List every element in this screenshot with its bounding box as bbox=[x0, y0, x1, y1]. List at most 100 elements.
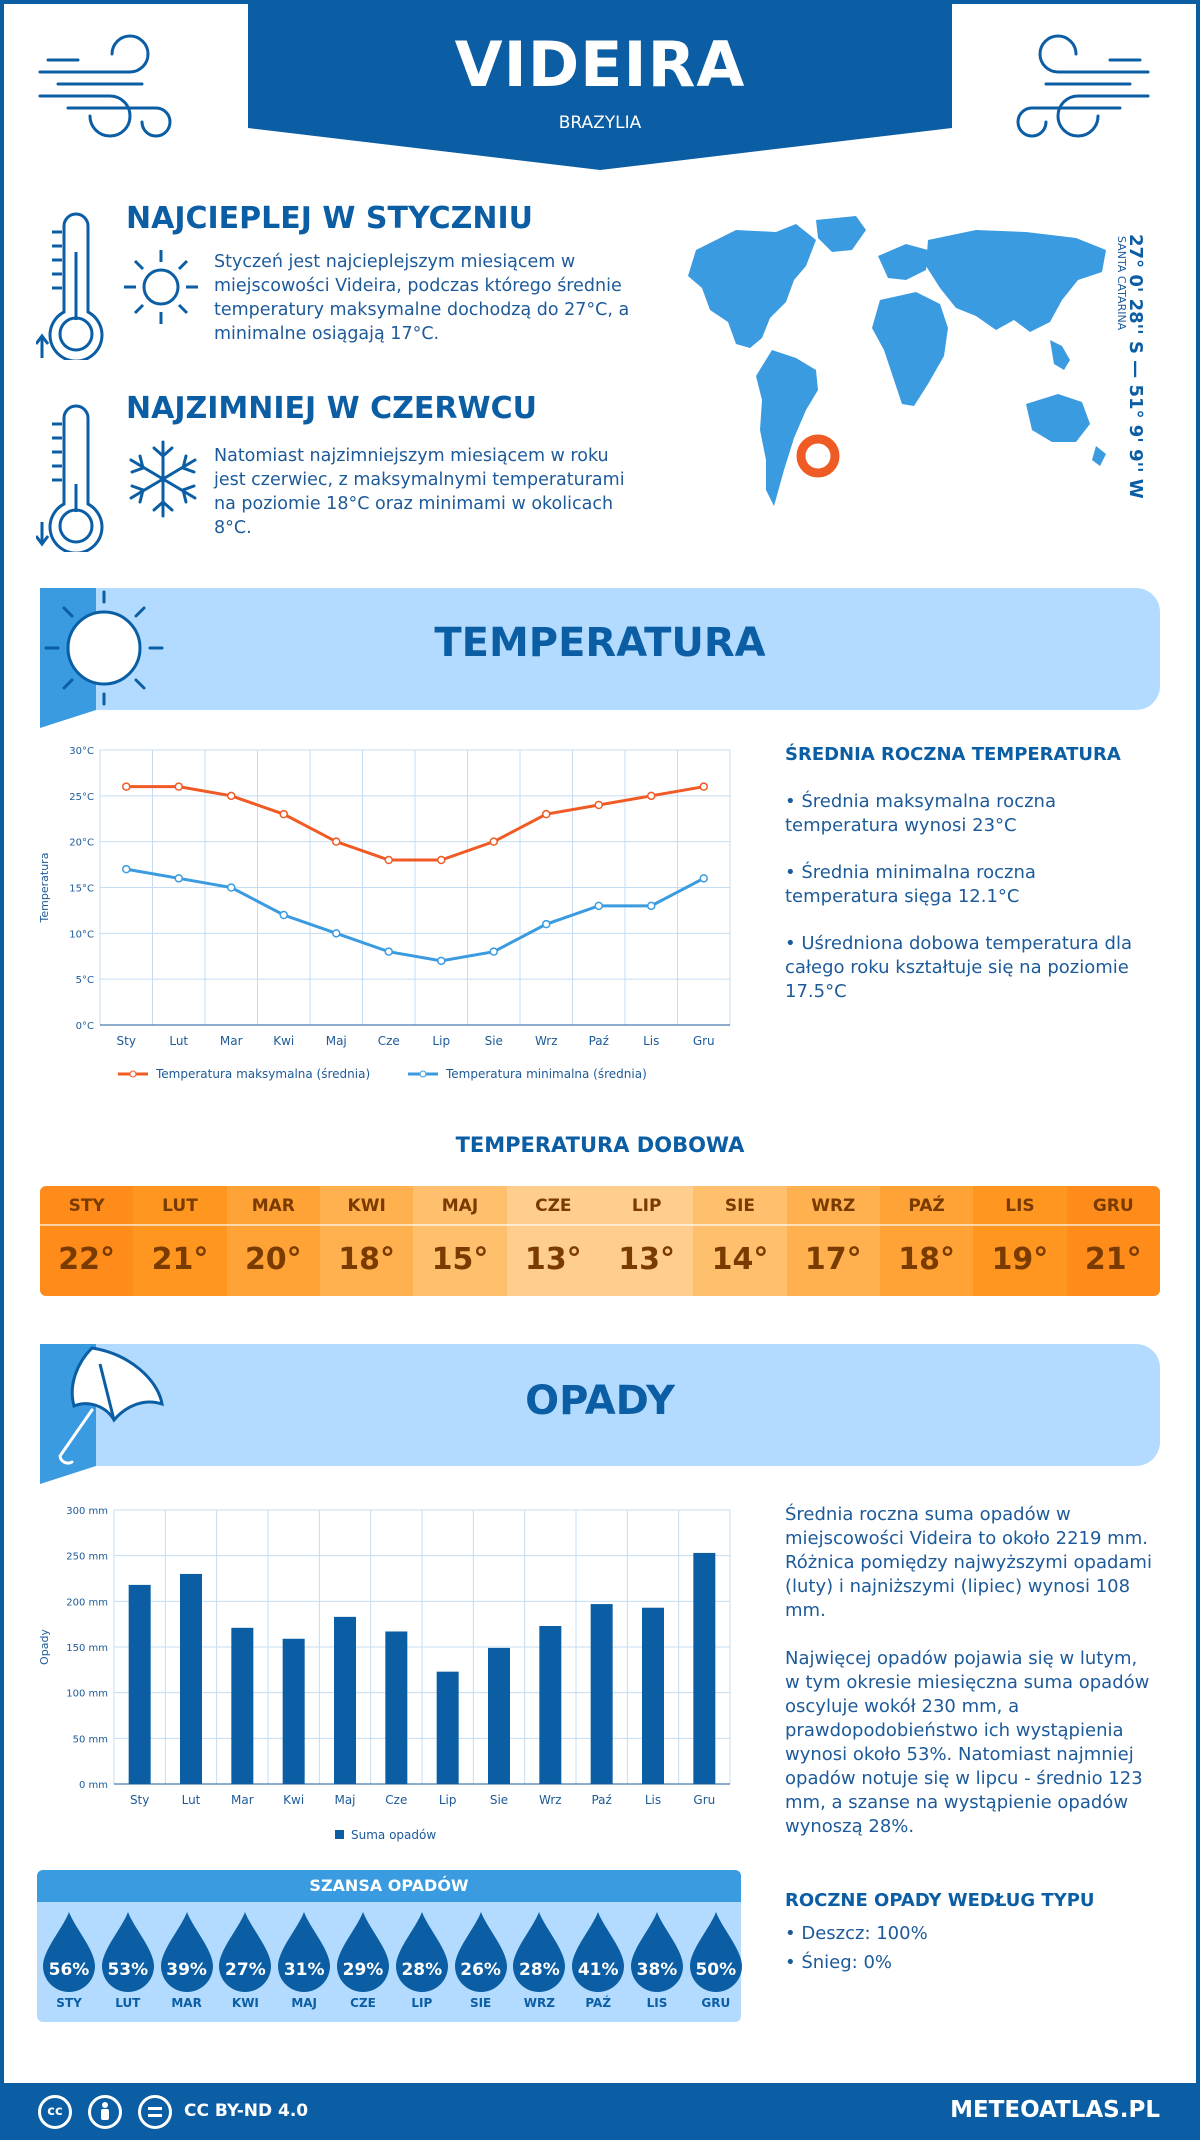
country-subtitle: BRAZYLIA bbox=[558, 113, 642, 133]
warm-fact-title: NAJCIEPLEJ W STYCZNIU bbox=[126, 201, 534, 236]
daily-temperature-value: 19° bbox=[973, 1226, 1067, 1296]
rain-chance-drop: 29% CZE bbox=[335, 1910, 391, 2010]
data-point bbox=[647, 791, 656, 801]
raindrop-icon bbox=[101, 1912, 154, 1992]
rain-chance-month: MAJ bbox=[291, 1996, 318, 2010]
cold-fact-text: Natomiast najzimniejszym miesiącem w rok… bbox=[214, 446, 625, 538]
daily-month-label: LIS bbox=[973, 1186, 1067, 1226]
x-tick-label: Cze bbox=[385, 1793, 407, 1807]
rain-chance-month: LUT bbox=[115, 1996, 141, 2010]
daily-temperature-value: 14° bbox=[693, 1226, 787, 1296]
rain-chance-month: LIP bbox=[411, 1996, 433, 2010]
cc-icon: cc bbox=[38, 2095, 72, 2129]
raindrop-icon bbox=[689, 1912, 742, 1992]
rain-chance-value: 28% bbox=[519, 1960, 560, 1980]
temperature-title: TEMPERATURA bbox=[434, 620, 766, 666]
raindrop-icon bbox=[278, 1912, 331, 1992]
daily-column: LIP 13° bbox=[599, 1186, 694, 1296]
x-tick-label: Gru bbox=[693, 1034, 715, 1048]
temperature-banner bbox=[40, 588, 1160, 710]
y-tick-label: 200 mm bbox=[66, 1597, 108, 1608]
daily-month-label: CZE bbox=[506, 1186, 600, 1226]
data-point bbox=[594, 800, 603, 810]
y-tick-label: 10°C bbox=[69, 929, 94, 940]
data-point bbox=[227, 791, 236, 801]
rain-chance-value: 39% bbox=[166, 1960, 207, 1980]
world-map bbox=[688, 216, 1106, 506]
data-point bbox=[699, 874, 708, 883]
data-point bbox=[437, 956, 446, 966]
bar bbox=[539, 1625, 562, 1784]
data-point bbox=[384, 947, 393, 956]
data-point bbox=[594, 901, 603, 911]
rain-chance-value: 56% bbox=[48, 1960, 90, 1980]
site-link[interactable]: METEOATLAS.PL bbox=[950, 2097, 1160, 2123]
daily-temperature-value: 20° bbox=[226, 1226, 320, 1296]
bar bbox=[642, 1607, 664, 1784]
daily-temperature-table: STY 22° LUT 21° MAR 20° KWI 18° MAJ 15° CZE 13° LIP 1… bbox=[40, 1186, 1160, 1296]
y-tick-label: 20°C bbox=[69, 838, 94, 849]
daily-temperature-value: 21° bbox=[133, 1226, 227, 1296]
rain-chance-month: GRU bbox=[701, 1996, 731, 2010]
raindrop-icon bbox=[631, 1912, 683, 1992]
x-tick-label: Cze bbox=[378, 1034, 400, 1048]
data-point bbox=[332, 837, 341, 846]
x-tick-label: Sie bbox=[490, 1793, 508, 1807]
x-tick-label: Paź bbox=[591, 1793, 611, 1807]
wind-icon bbox=[1016, 34, 1150, 138]
data-point bbox=[174, 874, 183, 883]
header-banner bbox=[248, 0, 952, 170]
bar bbox=[693, 1552, 716, 1784]
series-line bbox=[125, 867, 705, 963]
daily-column: GRU 21° bbox=[1066, 1186, 1160, 1296]
daily-temperature-value: 18° bbox=[879, 1226, 974, 1296]
y-tick-label: 250 mm bbox=[66, 1552, 108, 1563]
rain-chance-drop: 56% STY bbox=[41, 1910, 97, 2010]
raindrop-icon bbox=[513, 1912, 566, 1992]
wind-icon bbox=[38, 34, 172, 138]
y-tick-label: 25°C bbox=[69, 792, 94, 803]
daily-month-label: LUT bbox=[133, 1186, 227, 1226]
city-title: VIDEIRA bbox=[454, 28, 746, 101]
precipitation-chart: 0 mm 50 mm 100 mm 150 mm 200 mm 250 mm 300 mm S… bbox=[38, 1506, 731, 1842]
raindrop-icon bbox=[337, 1912, 389, 1992]
rain-chance-value: 28% bbox=[401, 1960, 443, 1980]
rain-chance-value: 53% bbox=[107, 1960, 149, 1980]
bar bbox=[128, 1584, 151, 1784]
thermometer-warm-icon bbox=[36, 212, 104, 360]
bar bbox=[334, 1616, 356, 1784]
temperature-point-min: • Średnia minimalna roczna temperatura s… bbox=[785, 862, 1036, 907]
y-axis-label: Temperatura bbox=[38, 853, 51, 924]
data-point bbox=[122, 782, 131, 791]
daily-column: SIE 14° bbox=[693, 1186, 787, 1296]
rain-chance-drop: 28% WRZ bbox=[511, 1910, 567, 2010]
legend-swatch bbox=[335, 1830, 344, 1839]
rain-chance-value: 29% bbox=[342, 1960, 384, 1980]
daily-column: LUT 21° bbox=[133, 1186, 227, 1296]
legend-label: Temperatura maksymalna (średnia) bbox=[155, 1067, 370, 1081]
sun-section-icon bbox=[40, 588, 164, 728]
daily-temperature-value: 15° bbox=[413, 1226, 507, 1296]
x-tick-label: Maj bbox=[326, 1034, 347, 1048]
coordinates-main: 27° 0' 28'' S — 51° 9' 9'' W bbox=[1125, 234, 1146, 499]
daily-month-label: PAŹ bbox=[879, 1186, 974, 1226]
y-tick-label: 0 mm bbox=[79, 1780, 108, 1791]
data-point bbox=[542, 919, 551, 929]
rain-chance-month: MAR bbox=[171, 1996, 202, 2010]
rain-chance-month: LIS bbox=[646, 1996, 668, 2010]
rain-chance-drop: 31% MAJ bbox=[276, 1910, 332, 2010]
precipitation-type-rain: • Deszcz: 100% bbox=[785, 1923, 928, 1944]
daily-temperature-value: 18° bbox=[319, 1226, 414, 1296]
data-point bbox=[437, 855, 446, 865]
x-tick-label: Lis bbox=[643, 1034, 659, 1048]
y-axis-label: Opady bbox=[38, 1629, 51, 1665]
bar bbox=[488, 1647, 510, 1784]
rain-chance-drop: 27% KWI bbox=[217, 1910, 273, 2010]
warm-fact-text: Styczeń jest najcieplejszym miesiącem w … bbox=[214, 252, 630, 344]
x-tick-label: Paź bbox=[589, 1034, 609, 1048]
daily-month-label: STY bbox=[40, 1186, 134, 1226]
x-tick-label: Lut bbox=[182, 1793, 201, 1807]
y-tick-label: 50 mm bbox=[73, 1734, 108, 1745]
temperature-chart: 0°C 5°C 10°C 15°C 20°C 25°C 30°C Sty Lut Mar Kwi Ma… bbox=[38, 746, 731, 1081]
raindrop-icon bbox=[219, 1912, 272, 1992]
